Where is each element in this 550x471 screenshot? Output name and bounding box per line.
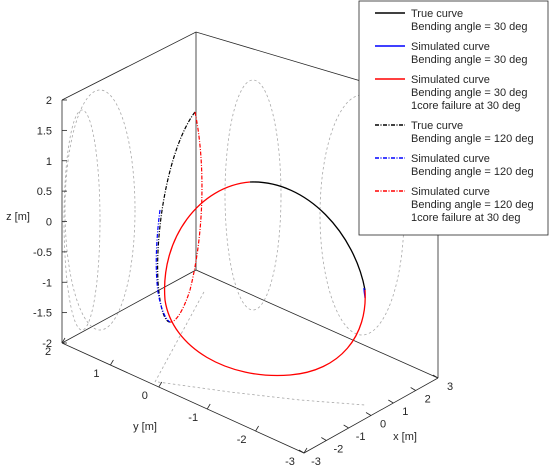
legend-box bbox=[358, 0, 549, 236]
legend-label: Simulated curve bbox=[411, 74, 490, 86]
x-tick-mark bbox=[388, 399, 394, 404]
y-tick-mark bbox=[303, 447, 308, 454]
x-axis-label: x [m] bbox=[393, 431, 417, 443]
legend-label: Simulated curve bbox=[411, 153, 490, 165]
legend-label: True curve bbox=[411, 8, 463, 20]
z-tick-label: -1.5 bbox=[33, 308, 52, 320]
y-tick-mark bbox=[158, 381, 163, 388]
curve-30deg-true bbox=[249, 181, 366, 291]
x-tick-mark bbox=[343, 424, 349, 429]
shadow-back-wall bbox=[224, 79, 282, 311]
x-tick-label: 1 bbox=[402, 406, 408, 418]
legend-label: Simulated curve bbox=[411, 186, 490, 198]
x-tick-label: -3 bbox=[311, 456, 321, 468]
x-tick-mark bbox=[432, 374, 439, 379]
z-tick-label: 0 bbox=[46, 217, 52, 229]
y-tick-label: -1 bbox=[188, 412, 198, 424]
legend-label: Bending angle = 120 deg bbox=[411, 166, 534, 178]
z-tick-label: 1.5 bbox=[37, 125, 52, 137]
shadow-left-wall-small bbox=[63, 109, 101, 331]
y-tick-mark bbox=[61, 337, 66, 344]
y-tick-label: 2 bbox=[45, 346, 51, 358]
legend-label: Bending angle = 30 deg bbox=[411, 87, 528, 99]
legend-label: 1core failure at 30 deg bbox=[411, 100, 520, 112]
y-tick-label: 1 bbox=[93, 368, 99, 380]
y-tick-label: -2 bbox=[237, 434, 247, 446]
z-tick-label: -1 bbox=[42, 277, 52, 289]
legend-label: True curve bbox=[411, 120, 463, 132]
z-tick-label: -2 bbox=[42, 338, 52, 350]
legend-label: Bending angle = 120 deg bbox=[411, 199, 534, 211]
x-tick-mark bbox=[365, 412, 372, 416]
y-tick-mark bbox=[110, 359, 114, 366]
floor-front-edges bbox=[61, 342, 439, 454]
y-axis-label: y [m] bbox=[133, 421, 157, 433]
curve-120deg-true bbox=[157, 111, 196, 323]
z-tick-label: -0.5 bbox=[33, 247, 52, 259]
z-axis-label: z [m] bbox=[6, 211, 30, 223]
shadow-left-wall-large bbox=[64, 89, 136, 331]
projection-shadows bbox=[63, 79, 405, 406]
x-tick-mark bbox=[298, 449, 305, 454]
legend-label: Bending angle = 30 deg bbox=[411, 54, 528, 66]
x-tick-label: -2 bbox=[333, 444, 343, 456]
z-tick-label: 1 bbox=[46, 156, 52, 168]
x-tick-mark bbox=[410, 387, 416, 391]
curve-120deg-simulated bbox=[155, 209, 171, 323]
x-tick-label: 3 bbox=[447, 381, 453, 393]
curve-30deg-failure bbox=[163, 181, 366, 377]
x-tick-label: -1 bbox=[356, 431, 366, 443]
y-tick-label: -3 bbox=[285, 456, 295, 468]
y-tick-mark bbox=[255, 425, 259, 432]
axis-labels: 2 1.5 1 0.5 0 -0.5 -1 -1.5 -2 z [m] 2 1 0 -1 -2 -3 y [m]… bbox=[6, 95, 453, 468]
x-tick-label: 0 bbox=[380, 419, 386, 431]
y-tick-label: 0 bbox=[142, 390, 148, 402]
legend-label: Bending angle = 120 deg bbox=[411, 133, 534, 145]
curves bbox=[155, 111, 366, 377]
z-tick-label: 0.5 bbox=[37, 186, 52, 198]
y-tick-mark bbox=[206, 403, 211, 410]
legend-label: Simulated curve bbox=[411, 41, 490, 53]
legend-label: Bending angle = 30 deg bbox=[411, 21, 528, 33]
curve-120deg-failure bbox=[169, 111, 203, 323]
x-tick-mark bbox=[321, 437, 327, 441]
floor-back-edges bbox=[61, 269, 439, 379]
legend-label: 1core failure at 30 deg bbox=[411, 212, 520, 224]
shadow-floor-curve bbox=[157, 381, 366, 406]
x-tick-label: 2 bbox=[425, 394, 431, 406]
shadow-floor-diagonal bbox=[154, 289, 206, 383]
z-tick-label: 2 bbox=[46, 95, 52, 107]
